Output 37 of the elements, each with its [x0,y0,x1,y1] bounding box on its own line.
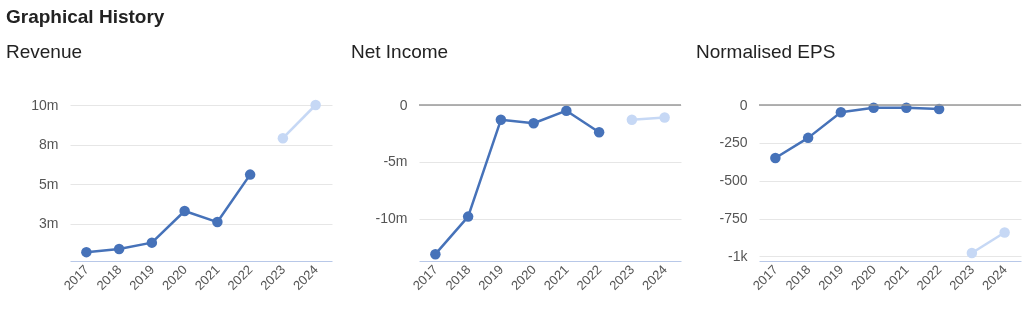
y-tick-label: -250 [719,134,748,151]
point [593,127,605,138]
point [179,205,190,217]
point [81,246,92,258]
y-tick-label: 5m [39,175,59,192]
point [835,107,847,118]
point [430,248,441,260]
point [146,237,158,248]
point [495,114,507,126]
y-tick-label: -500 [719,172,748,189]
point [462,211,474,222]
point [626,114,638,126]
point [802,132,814,144]
y-tick-label: -10m [375,210,408,227]
point [212,216,223,228]
point [770,152,781,164]
point [277,132,289,144]
point [244,169,256,180]
point [999,227,1010,238]
chart-title: Normalised EPS [696,41,836,62]
y-tick-label: 3m [39,215,59,232]
point [528,117,539,129]
point [113,243,125,255]
y-tick-label: -5m [383,153,408,170]
point [966,247,978,259]
point [561,105,572,116]
y-tick-label: 0 [739,96,748,113]
chart-title: Net Income [351,41,449,62]
y-tick-label: -750 [719,210,748,227]
point [310,99,321,111]
text: Graphical History [6,6,165,28]
y-tick-label: 8m [39,136,59,153]
y-tick-label: -1k [728,247,749,264]
chart-title: Revenue [6,41,83,62]
y-tick-label: 0 [399,96,408,113]
point [659,112,670,123]
y-tick-label: 10m [31,96,59,113]
